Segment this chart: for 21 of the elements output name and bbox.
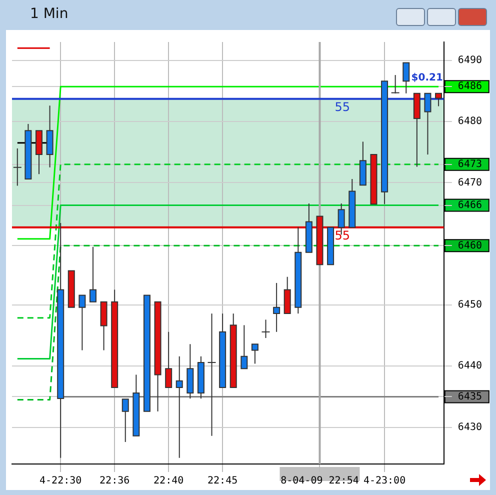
y-tick-label: 6435 <box>458 391 482 402</box>
x-tick-label: 4-23:00 <box>363 476 406 487</box>
y-tick-label: 6473 <box>458 158 482 170</box>
y-tick-label: 6430 <box>458 422 482 433</box>
y-tick-label: 6460 <box>458 240 482 252</box>
x-tick-label: 22:36 <box>100 476 130 487</box>
y-tick-label: 6490 <box>458 54 482 66</box>
y-tick-label: 6440 <box>458 360 482 372</box>
y-tick-label: 6450 <box>458 300 482 311</box>
y-tick-label: 6480 <box>458 116 482 128</box>
annotation: $0.21 <box>411 72 443 84</box>
x-tick-label: 8-04-09 22:54 <box>280 476 359 487</box>
x-tick-label: 4-22:30 <box>40 476 82 487</box>
x-tick-label: 22:45 <box>208 476 238 487</box>
y-tick-label: 6470 <box>458 177 482 188</box>
x-tick-label: 22:40 <box>154 476 184 487</box>
annotation: 55 <box>334 100 350 114</box>
chart-title: 1 Min <box>30 6 68 22</box>
y-tick-label: 6486 <box>458 81 482 92</box>
annotation: 55 <box>334 228 350 242</box>
y-tick-label: 6466 <box>458 200 482 211</box>
